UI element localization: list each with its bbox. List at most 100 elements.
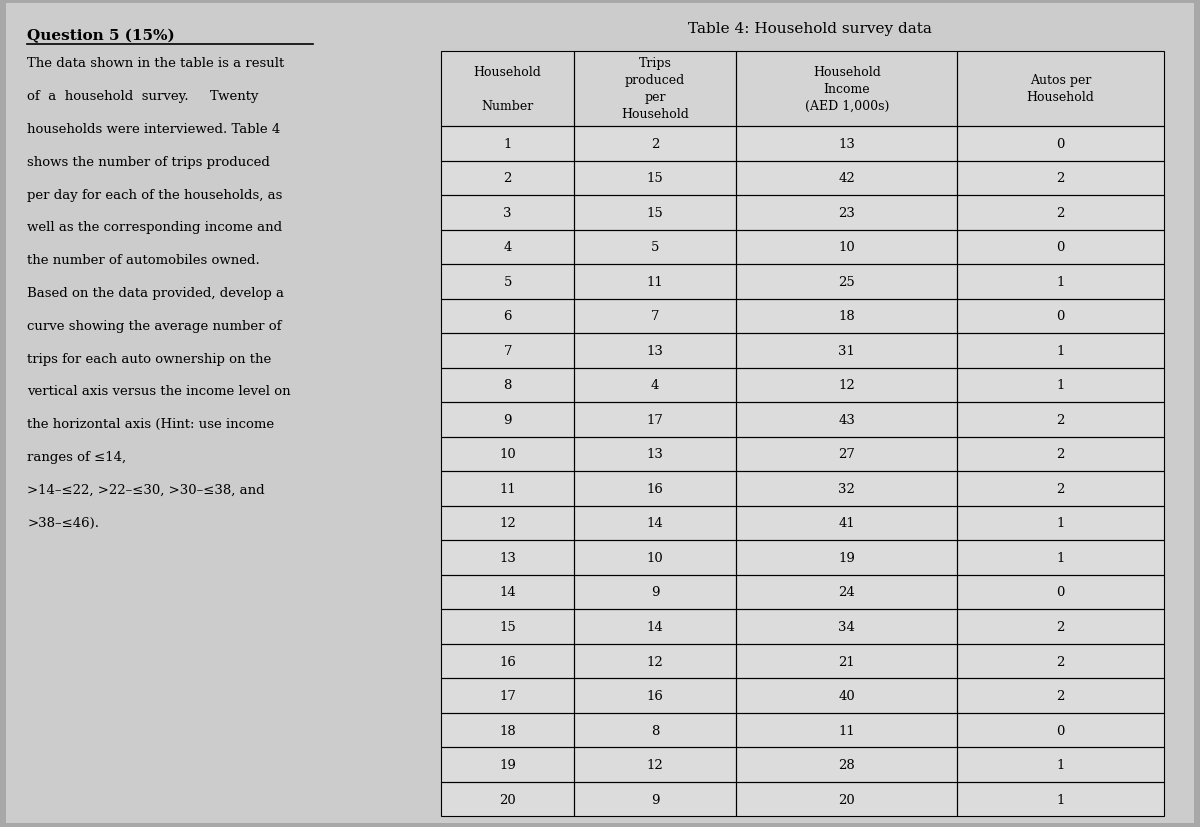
Text: 14: 14	[499, 586, 516, 599]
Bar	[442, 541, 574, 575]
Bar	[737, 471, 958, 506]
Text: 21: 21	[839, 655, 856, 667]
Bar	[958, 334, 1164, 368]
Text: 10: 10	[647, 552, 664, 564]
Text: Household
Income
(AED 1,000s): Household Income (AED 1,000s)	[805, 66, 889, 112]
Text: 2: 2	[1056, 689, 1064, 702]
Text: 0: 0	[1056, 586, 1064, 599]
Bar	[737, 403, 958, 437]
Bar	[737, 541, 958, 575]
Bar	[574, 196, 737, 231]
Text: shows the number of trips produced: shows the number of trips produced	[28, 155, 270, 169]
Text: 10: 10	[499, 448, 516, 461]
Bar	[958, 471, 1164, 506]
Bar	[958, 51, 1164, 127]
Text: 15: 15	[499, 620, 516, 633]
Text: 16: 16	[647, 482, 664, 495]
Bar	[574, 265, 737, 299]
Bar	[737, 713, 958, 748]
Text: 20: 20	[499, 792, 516, 805]
Text: 6: 6	[504, 310, 512, 323]
Bar	[737, 748, 958, 782]
Text: 32: 32	[839, 482, 856, 495]
Bar	[958, 299, 1164, 334]
Bar	[574, 127, 737, 161]
Bar	[737, 403, 958, 437]
Text: 5: 5	[504, 275, 512, 289]
Text: 9: 9	[650, 792, 660, 805]
Bar	[442, 437, 574, 471]
Text: 20: 20	[839, 792, 856, 805]
Text: 13: 13	[647, 345, 664, 357]
Bar	[958, 644, 1164, 678]
Bar	[574, 127, 737, 161]
Bar	[442, 196, 574, 231]
Text: 18: 18	[839, 310, 856, 323]
Bar	[442, 231, 574, 265]
Text: 2: 2	[1056, 655, 1064, 667]
Bar	[574, 506, 737, 541]
Text: 4: 4	[504, 241, 512, 254]
Text: 34: 34	[839, 620, 856, 633]
Bar	[737, 437, 958, 471]
Bar	[958, 196, 1164, 231]
Text: 5: 5	[650, 241, 659, 254]
Text: 17: 17	[647, 414, 664, 427]
Bar	[442, 368, 574, 403]
Bar	[737, 127, 958, 161]
Bar	[574, 231, 737, 265]
Text: 28: 28	[839, 758, 856, 771]
Bar	[958, 541, 1164, 575]
Bar	[737, 161, 958, 196]
Bar	[574, 748, 737, 782]
Bar	[442, 748, 574, 782]
Bar	[737, 644, 958, 678]
Text: 12: 12	[839, 379, 856, 392]
Bar	[442, 644, 574, 678]
Bar	[958, 609, 1164, 644]
Text: ranges of ≤14,: ranges of ≤14,	[28, 451, 126, 463]
Text: per day for each of the households, as: per day for each of the households, as	[28, 189, 283, 201]
Bar	[442, 471, 574, 506]
Bar	[574, 334, 737, 368]
Bar	[574, 575, 737, 609]
Text: Table 4: Household survey data: Table 4: Household survey data	[688, 22, 932, 36]
Text: 12: 12	[499, 517, 516, 530]
Bar	[737, 748, 958, 782]
Bar	[958, 541, 1164, 575]
Bar	[442, 713, 574, 748]
Text: The data shown in the table is a result: The data shown in the table is a result	[28, 57, 284, 70]
Bar	[442, 161, 574, 196]
Bar	[442, 51, 574, 127]
Bar	[737, 196, 958, 231]
Text: 41: 41	[839, 517, 856, 530]
Text: 11: 11	[647, 275, 664, 289]
Bar	[737, 609, 958, 644]
Bar	[958, 127, 1164, 161]
Text: 1: 1	[1056, 792, 1064, 805]
Text: 2: 2	[1056, 207, 1064, 220]
Text: 0: 0	[1056, 137, 1064, 151]
Bar	[737, 471, 958, 506]
Bar	[737, 51, 958, 127]
Text: the horizontal axis (Hint: use income: the horizontal axis (Hint: use income	[28, 418, 275, 431]
Bar	[574, 575, 737, 609]
Bar	[574, 506, 737, 541]
Bar	[737, 299, 958, 334]
Bar	[958, 471, 1164, 506]
Bar	[958, 51, 1164, 127]
Text: 4: 4	[650, 379, 659, 392]
Bar	[737, 368, 958, 403]
Bar	[574, 782, 737, 816]
Bar	[958, 265, 1164, 299]
Bar	[442, 575, 574, 609]
Text: 1: 1	[1056, 275, 1064, 289]
Bar	[574, 51, 737, 127]
Bar	[958, 678, 1164, 713]
Bar	[574, 437, 737, 471]
Text: 2: 2	[1056, 414, 1064, 427]
Bar	[574, 678, 737, 713]
Text: curve showing the average number of: curve showing the average number of	[28, 319, 282, 332]
Text: 7: 7	[650, 310, 660, 323]
Bar	[958, 403, 1164, 437]
